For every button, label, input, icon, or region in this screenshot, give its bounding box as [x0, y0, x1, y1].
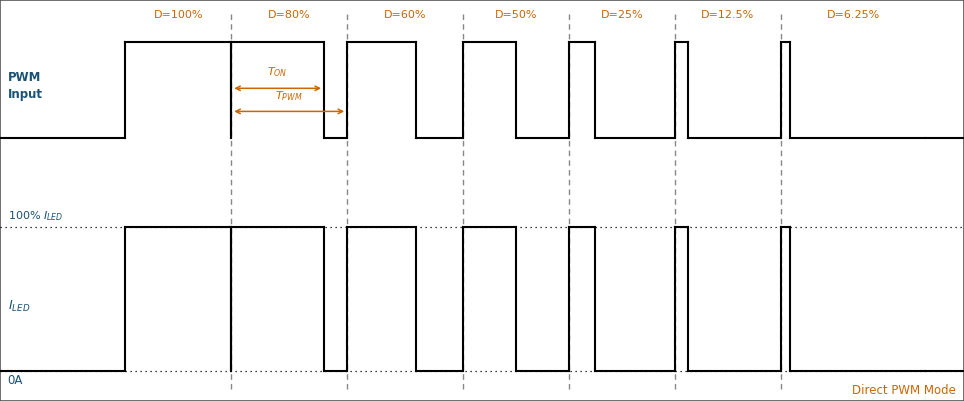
Text: D=100%: D=100% — [153, 10, 203, 20]
Text: D=60%: D=60% — [384, 10, 426, 20]
Text: D=50%: D=50% — [495, 10, 537, 20]
Text: $\mathit{I}_{LED}$: $\mathit{I}_{LED}$ — [8, 299, 30, 314]
Text: D=25%: D=25% — [601, 10, 643, 20]
Text: Direct PWM Mode: Direct PWM Mode — [852, 384, 956, 397]
Text: 0A: 0A — [8, 374, 23, 387]
Text: 100% $\mathit{I}_{LED}$: 100% $\mathit{I}_{LED}$ — [8, 209, 64, 223]
Text: D=12.5%: D=12.5% — [701, 10, 755, 20]
Text: PWM
Input: PWM Input — [8, 71, 42, 101]
Text: $T_{PWM}$: $T_{PWM}$ — [276, 89, 303, 103]
Text: D=80%: D=80% — [268, 10, 310, 20]
Text: D=6.25%: D=6.25% — [826, 10, 880, 20]
Text: $T_{ON}$: $T_{ON}$ — [267, 66, 288, 79]
